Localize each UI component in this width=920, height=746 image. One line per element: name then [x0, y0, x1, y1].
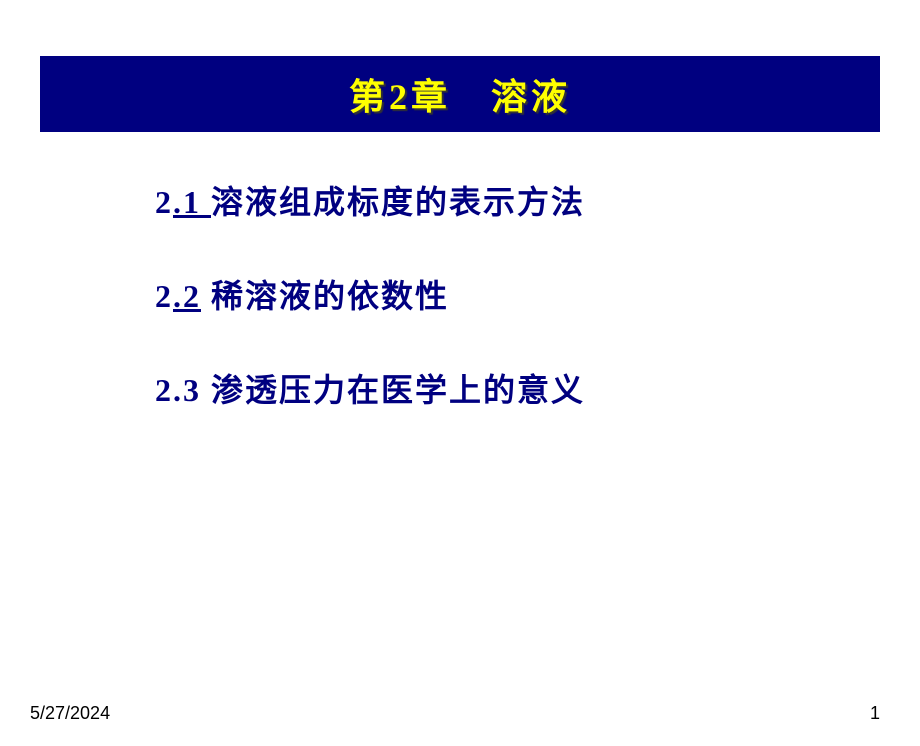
footer-date: 5/27/2024	[30, 703, 110, 724]
section-link-2[interactable]: .2	[173, 278, 201, 314]
section-item-1: 2.1 溶液组成标度的表示方法	[155, 177, 920, 223]
section-text-2: 稀溶液的依数性	[201, 278, 449, 314]
section-number-3: 2.3	[155, 372, 211, 408]
footer-page-number: 1	[870, 703, 880, 724]
chapter-title: 第2章 溶液	[349, 77, 571, 117]
section-text-1: 溶液组成标度的表示方法	[211, 184, 585, 220]
table-of-contents: 2.1 溶液组成标度的表示方法 2.2 稀溶液的依数性 2.3 渗透压力在医学上…	[0, 177, 920, 411]
section-number-2: 2	[155, 278, 173, 314]
section-link-1[interactable]: .1	[173, 184, 211, 220]
section-item-3: 2.3 渗透压力在医学上的意义	[155, 365, 920, 411]
section-text-3: 渗透压力在医学上的意义	[211, 372, 585, 408]
title-bar: 第2章 溶液	[40, 56, 880, 132]
section-number-1: 2	[155, 184, 173, 220]
section-item-2: 2.2 稀溶液的依数性	[155, 271, 920, 317]
